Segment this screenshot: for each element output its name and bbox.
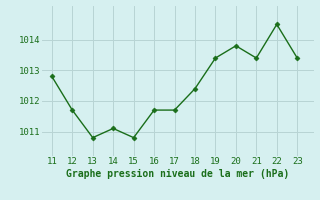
- X-axis label: Graphe pression niveau de la mer (hPa): Graphe pression niveau de la mer (hPa): [66, 169, 289, 179]
